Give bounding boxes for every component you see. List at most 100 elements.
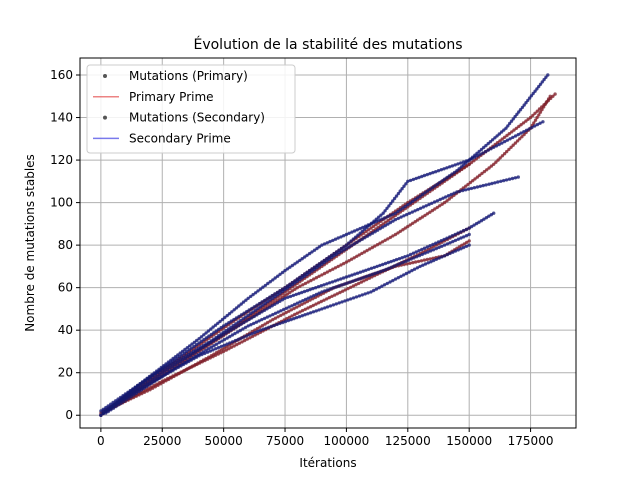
- data-point: [228, 334, 232, 339]
- data-point: [409, 257, 413, 261]
- data-point: [117, 400, 121, 404]
- data-point: [541, 120, 545, 124]
- data-point: [388, 220, 393, 225]
- data-point: [246, 296, 250, 300]
- data-point: [365, 225, 369, 229]
- legend-label: Mutations (Secondary): [129, 111, 265, 125]
- data-point: [288, 290, 292, 295]
- data-point: [537, 84, 541, 89]
- data-point: [214, 347, 218, 351]
- data-point: [330, 294, 334, 298]
- data-point: [389, 259, 393, 264]
- data-point: [520, 105, 525, 110]
- data-point: [265, 297, 269, 301]
- data-point: [485, 168, 489, 172]
- data-point: [403, 226, 407, 230]
- data-point: [278, 289, 282, 293]
- y-axis-label: Nombre de mutations stables: [23, 154, 37, 332]
- legend-box: [86, 64, 296, 154]
- data-point: [453, 249, 458, 253]
- data-point: [253, 308, 258, 312]
- data-point: [355, 254, 359, 258]
- data-point: [464, 164, 469, 168]
- data-point: [370, 275, 374, 279]
- data-point: [447, 174, 452, 178]
- data-point: [269, 324, 274, 328]
- data-point: [243, 325, 248, 330]
- data-point: [535, 122, 540, 127]
- data-point: [374, 223, 378, 227]
- data-point: [317, 245, 322, 249]
- data-point: [224, 348, 228, 352]
- data-point: [401, 206, 405, 210]
- data-point: [255, 326, 260, 331]
- data-point: [475, 154, 480, 158]
- data-point: [311, 310, 316, 314]
- data-point: [134, 386, 138, 390]
- data-point: [483, 149, 488, 154]
- data-point: [347, 274, 351, 278]
- data-point: [417, 249, 421, 253]
- data-point: [446, 194, 451, 198]
- data-point: [381, 211, 385, 215]
- data-point: [400, 187, 404, 191]
- data-point: [393, 217, 398, 222]
- data-point: [189, 351, 193, 355]
- data-point: [280, 287, 285, 291]
- data-point: [405, 262, 409, 266]
- data-point: [177, 354, 182, 359]
- data-point: [254, 320, 259, 324]
- data-point: [268, 319, 272, 323]
- data-point: [330, 253, 334, 257]
- data-point: [155, 374, 159, 378]
- data-point: [445, 236, 449, 240]
- data-point: [343, 299, 347, 303]
- data-point: [153, 378, 157, 383]
- data-point: [182, 351, 187, 355]
- data-point: [267, 325, 271, 329]
- data-point: [180, 353, 184, 357]
- data-point: [522, 103, 526, 107]
- data-point: [229, 328, 233, 332]
- data-point: [387, 204, 391, 208]
- data-point: [195, 338, 199, 343]
- data-point: [273, 294, 277, 299]
- data-point: [209, 339, 214, 343]
- data-point: [323, 289, 327, 293]
- data-point: [545, 99, 549, 104]
- data-point: [381, 262, 385, 267]
- data-point: [179, 364, 183, 368]
- data-point: [297, 291, 301, 296]
- data-point: [350, 273, 354, 277]
- data-point: [99, 413, 103, 417]
- data-point: [383, 223, 387, 228]
- data-point: [185, 349, 189, 354]
- data-point: [268, 305, 272, 309]
- data-point: [262, 298, 267, 303]
- data-point: [125, 395, 129, 399]
- data-point: [515, 139, 520, 143]
- data-point: [253, 333, 257, 337]
- data-point: [213, 353, 218, 357]
- data-point: [233, 331, 237, 336]
- data-point: [333, 293, 337, 297]
- data-point: [300, 308, 305, 313]
- data-point: [508, 137, 512, 141]
- data-point: [339, 277, 343, 281]
- data-point: [414, 250, 418, 254]
- data-point: [165, 363, 169, 367]
- data-point: [312, 294, 316, 298]
- data-point: [378, 226, 382, 231]
- data-point: [265, 320, 270, 325]
- data-point: [351, 284, 356, 288]
- data-point: [507, 147, 511, 152]
- data-point: [442, 167, 446, 171]
- data-point: [289, 317, 293, 322]
- data-point: [245, 319, 249, 323]
- data-point: [300, 314, 304, 318]
- data-point: [273, 276, 277, 280]
- data-point: [187, 366, 191, 370]
- data-point: [310, 267, 314, 271]
- data-point: [250, 334, 255, 339]
- data-point: [416, 207, 420, 212]
